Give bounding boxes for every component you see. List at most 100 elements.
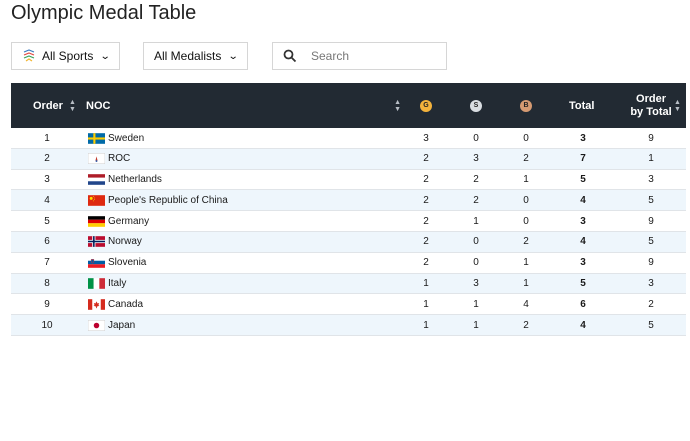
noc-cell[interactable]: ROC (88, 149, 130, 169)
noc-name: Italy (108, 278, 127, 290)
search-icon (283, 49, 297, 63)
order-cell: 3 (44, 174, 50, 186)
bronze-count: 0 (523, 215, 529, 227)
order-by-total-sort[interactable]: ▲ ▼ (674, 83, 681, 128)
order-by-total-column-header[interactable]: Order by Total (629, 83, 673, 128)
table-header: Order ▲ ▼ NOC ▲ ▼ G S B Total Order by Tot… (11, 83, 686, 128)
table-row[interactable]: 9 Canada 1 1 4 6 2 (11, 294, 686, 316)
bronze-count: 2 (523, 153, 529, 165)
gold-count: 2 (423, 257, 429, 269)
noc-column-header[interactable]: NOC ▲ ▼ (86, 83, 401, 128)
bronze-count: 1 (523, 278, 529, 290)
china-flag-icon (88, 195, 105, 206)
order-by-total-value: 3 (648, 278, 654, 290)
chevron-down-icon: ⌄ (100, 50, 112, 62)
order-by-total-value: 5 (648, 194, 654, 206)
bronze-count: 4 (523, 298, 529, 310)
silver-count: 2 (473, 174, 479, 186)
table-row[interactable]: 6 Norway 2 0 2 4 5 (11, 231, 686, 253)
table-row[interactable]: 10 Japan 1 1 2 4 5 (11, 315, 686, 336)
noc-cell[interactable]: Japan (88, 315, 135, 335)
medalists-filter-dropdown[interactable]: All Medalists ⌄ (143, 42, 248, 70)
page-title: Olympic Medal Table (11, 2, 197, 24)
order-cell: 1 (44, 132, 50, 144)
noc-cell[interactable]: People's Republic of China (88, 190, 228, 210)
order-column-header[interactable]: Order ▲ ▼ (33, 83, 76, 128)
noc-cell[interactable]: Sweden (88, 128, 144, 148)
silver-column-header[interactable]: S (470, 83, 482, 128)
roc-flag-icon (88, 153, 105, 165)
order-header-label: Order (33, 99, 63, 112)
noc-name: Slovenia (108, 257, 147, 269)
bronze-column-header[interactable]: B (520, 83, 532, 128)
table-row[interactable]: 4 People's Republic of China 2 2 0 4 5 (11, 190, 686, 212)
sports-filter-label: All Sports (42, 49, 94, 63)
table-row[interactable]: 2 ROC 2 3 2 7 1 (11, 148, 686, 170)
bronze-count: 0 (523, 194, 529, 206)
noc-cell[interactable]: Netherlands (88, 170, 162, 190)
noc-name: Japan (108, 319, 136, 331)
order-cell: 10 (41, 319, 53, 331)
bronze-count: 2 (523, 236, 529, 248)
table-row[interactable]: 1 Sweden 3 0 0 3 9 (11, 128, 686, 149)
gold-count: 2 (423, 215, 429, 227)
bronze-count: 0 (523, 132, 529, 144)
order-cell: 7 (44, 257, 50, 269)
silver-count: 3 (473, 278, 479, 290)
table-row[interactable]: 8 Italy 1 3 1 5 3 (11, 273, 686, 295)
bronze-count: 1 (523, 257, 529, 269)
netherlands-flag-icon (88, 174, 105, 185)
total-count: 3 (580, 132, 586, 144)
sort-icon: ▲ ▼ (674, 98, 681, 113)
noc-header-label: NOC (86, 99, 111, 112)
gold-count: 2 (423, 153, 429, 165)
sports-filter-dropdown[interactable]: All Sports ⌄ (11, 42, 120, 70)
table-row[interactable]: 5 Germany 2 1 0 3 9 (11, 211, 686, 232)
norway-flag-icon (88, 236, 105, 248)
slovenia-flag-icon (88, 257, 105, 269)
total-column-header[interactable]: Total (569, 83, 594, 128)
silver-count: 1 (473, 319, 479, 331)
noc-cell[interactable]: Canada (88, 294, 143, 314)
sort-icon: ▲ ▼ (68, 98, 76, 113)
bronze-count: 1 (523, 174, 529, 186)
order-by-total-value: 9 (648, 257, 654, 269)
noc-name: Sweden (108, 132, 145, 144)
noc-name: ROC (108, 153, 131, 165)
gold-medal-icon: G (420, 99, 432, 112)
gold-column-header[interactable]: G (420, 83, 432, 128)
total-count: 3 (580, 215, 586, 227)
bronze-medal-icon: B (520, 99, 532, 112)
order-cell: 5 (44, 215, 50, 227)
medal-table-body: 1 Sweden 3 0 0 3 9 2 ROC 2 3 2 7 1 3 Net… (11, 128, 686, 336)
table-row[interactable]: 7 Slovenia 2 0 1 3 9 (11, 253, 686, 274)
order-by-total-value: 9 (648, 132, 654, 144)
table-row[interactable]: 3 Netherlands 2 2 1 5 3 (11, 170, 686, 191)
search-input[interactable] (311, 49, 431, 63)
noc-cell[interactable]: Slovenia (88, 253, 146, 273)
total-count: 5 (580, 174, 586, 186)
total-header-label: Total (569, 99, 595, 112)
order-cell: 2 (44, 153, 50, 165)
order-cell: 9 (44, 298, 50, 310)
total-count: 7 (580, 153, 586, 165)
noc-cell[interactable]: Norway (88, 232, 142, 252)
order-by-total-value: 3 (648, 174, 654, 186)
chevron-down-icon: ⌄ (228, 50, 240, 62)
search-box[interactable] (272, 42, 447, 70)
order-by-total-value: 1 (648, 153, 654, 165)
silver-count: 0 (473, 236, 479, 248)
noc-name: Norway (108, 236, 142, 248)
noc-cell[interactable]: Germany (88, 211, 149, 231)
order-by-total-value: 5 (648, 236, 654, 248)
order-by-total-value: 9 (648, 215, 654, 227)
italy-flag-icon (88, 278, 105, 289)
olympic-emblem-icon (23, 49, 35, 62)
gold-count: 3 (423, 132, 429, 144)
total-count: 5 (580, 278, 586, 290)
noc-cell[interactable]: Italy (88, 274, 126, 294)
medalists-filter-label: All Medalists (154, 49, 222, 63)
order-cell: 8 (44, 278, 50, 290)
order-cell: 6 (44, 236, 50, 248)
silver-count: 2 (473, 194, 479, 206)
